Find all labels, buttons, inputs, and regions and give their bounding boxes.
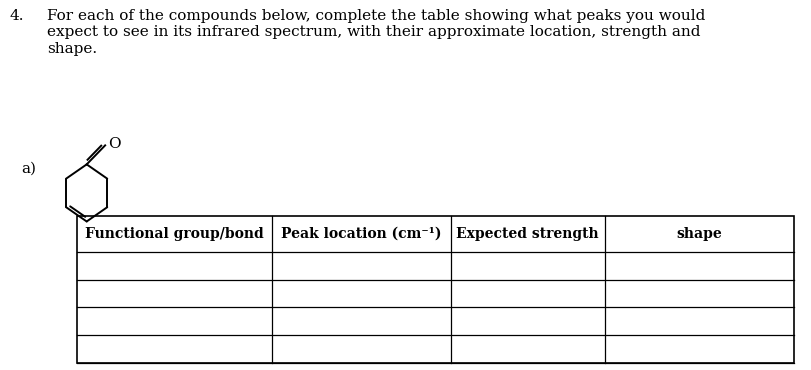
Text: Peak location (cm⁻¹): Peak location (cm⁻¹): [281, 227, 441, 241]
Text: Functional group/bond: Functional group/bond: [85, 227, 264, 241]
Text: O: O: [108, 137, 120, 151]
Text: For each of the compounds below, complete the table showing what peaks you would: For each of the compounds below, complet…: [47, 9, 705, 56]
Text: shape: shape: [676, 227, 722, 241]
Text: Expected strength: Expected strength: [456, 227, 599, 241]
Text: 4.: 4.: [10, 9, 24, 23]
Text: a): a): [21, 161, 36, 175]
